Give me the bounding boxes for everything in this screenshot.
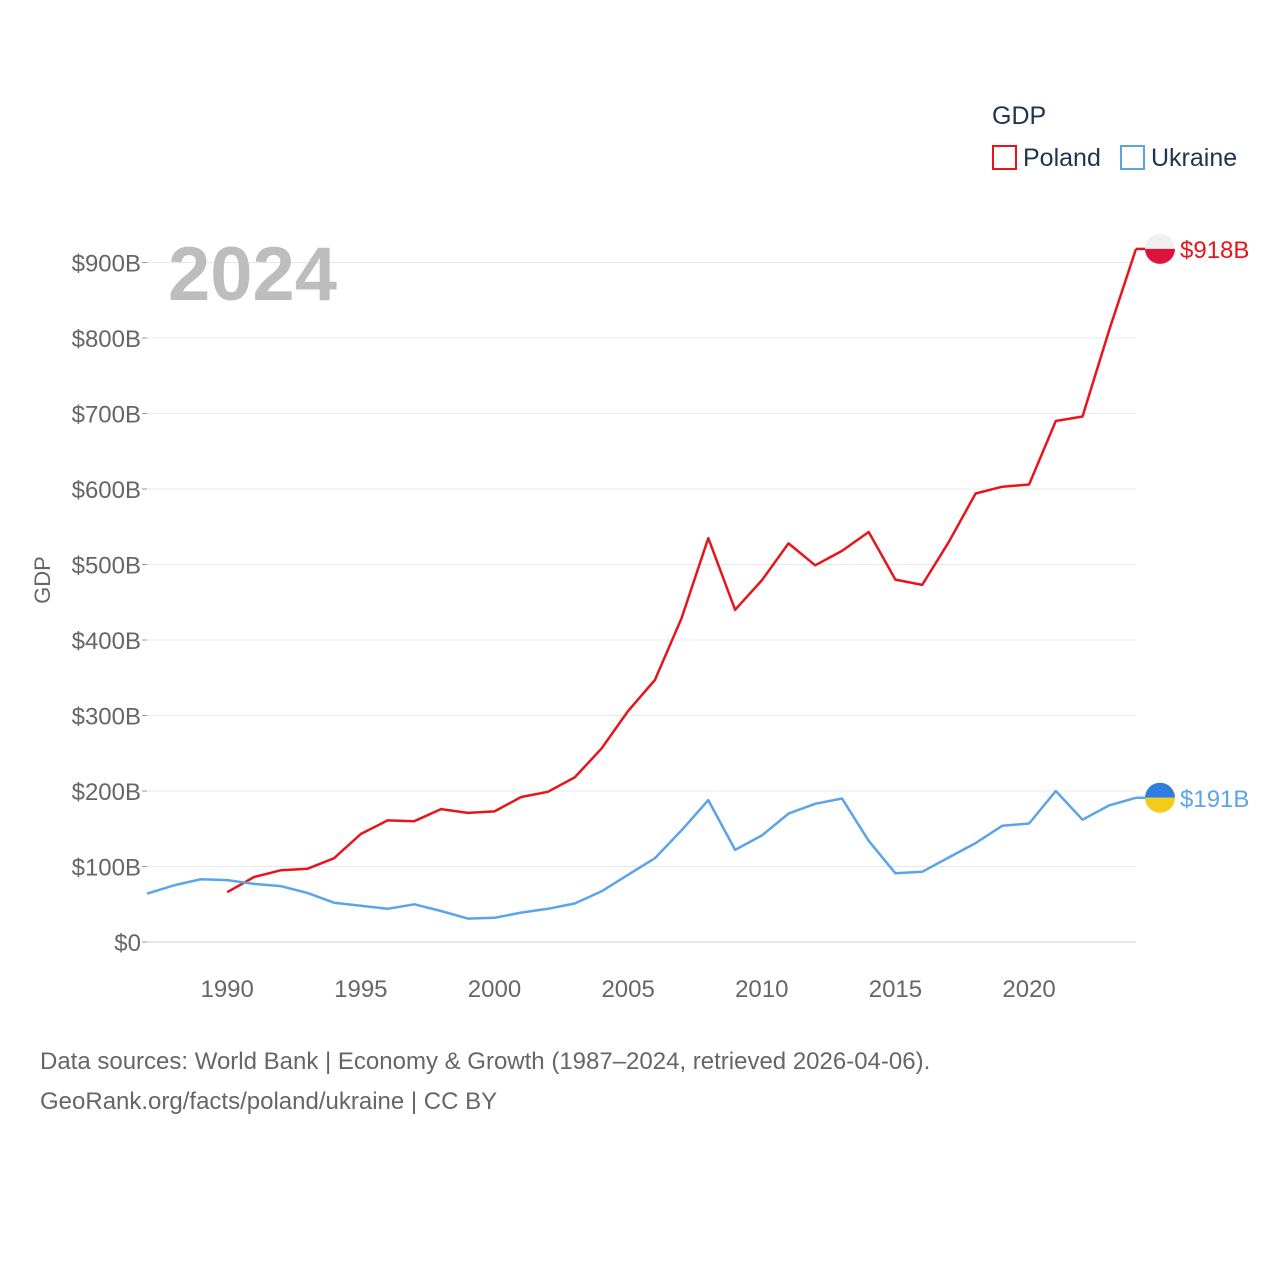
- y-tick-label: $300B: [72, 704, 141, 731]
- year-label: 2024: [168, 232, 337, 317]
- x-axis: 1990 1995 2000 2005 2010 2015 2020: [200, 976, 1055, 1003]
- legend-swatch-ukraine[interactable]: [1120, 145, 1145, 170]
- legend-swatch-poland[interactable]: [992, 145, 1017, 170]
- x-tick-label: 1995: [334, 976, 387, 1003]
- x-tick-label: 2000: [468, 976, 521, 1003]
- flag-poland-icon: [1145, 233, 1175, 264]
- legend: GDP Poland Ukraine: [992, 102, 1237, 172]
- series-line-poland: [226, 248, 1138, 894]
- y-tick-label: $600B: [72, 477, 141, 504]
- series-line-ukraine: [146, 789, 1137, 920]
- x-tick-label: 2020: [1002, 976, 1055, 1003]
- series-end-labels: $918B $191B: [1136, 233, 1249, 813]
- y-axis: $0 $100B $200B $300B $400B $500B $600B $700B $80…: [72, 251, 147, 957]
- legend-label-poland[interactable]: Poland: [1023, 144, 1101, 172]
- series-lines: [146, 248, 1138, 920]
- x-tick-label: 2010: [735, 976, 788, 1003]
- y-axis-title: GDP: [30, 556, 55, 604]
- y-tick-label: $400B: [72, 628, 141, 655]
- end-label-poland: $918B: [1180, 237, 1249, 264]
- y-tick-label: $500B: [72, 553, 141, 580]
- legend-label-ukraine[interactable]: Ukraine: [1151, 144, 1237, 172]
- source-line-2: GeoRank.org/facts/poland/ukraine | CC BY: [40, 1088, 498, 1115]
- y-tick-label: $700B: [72, 402, 141, 429]
- y-tick-label: $800B: [72, 326, 141, 353]
- x-tick-label: 2005: [601, 976, 654, 1003]
- legend-title: GDP: [992, 102, 1046, 130]
- y-tick-label: $0: [114, 930, 141, 957]
- end-label-ukraine: $191B: [1180, 786, 1249, 813]
- y-tick-label: $100B: [72, 855, 141, 882]
- y-tick-label: $900B: [72, 251, 141, 278]
- y-tick-label: $200B: [72, 779, 141, 806]
- x-tick-label: 1990: [200, 976, 253, 1003]
- gridlines: [147, 262, 1136, 943]
- source-footer: Data sources: World Bank | Economy & Gro…: [40, 1042, 930, 1122]
- source-line-1: Data sources: World Bank | Economy & Gro…: [40, 1048, 931, 1075]
- flag-ukraine-icon: [1145, 782, 1175, 813]
- x-tick-label: 2015: [869, 976, 922, 1003]
- gdp-line-chart: $0 $100B $200B $300B $400B $500B $600B $700B $80…: [30, 102, 1249, 1003]
